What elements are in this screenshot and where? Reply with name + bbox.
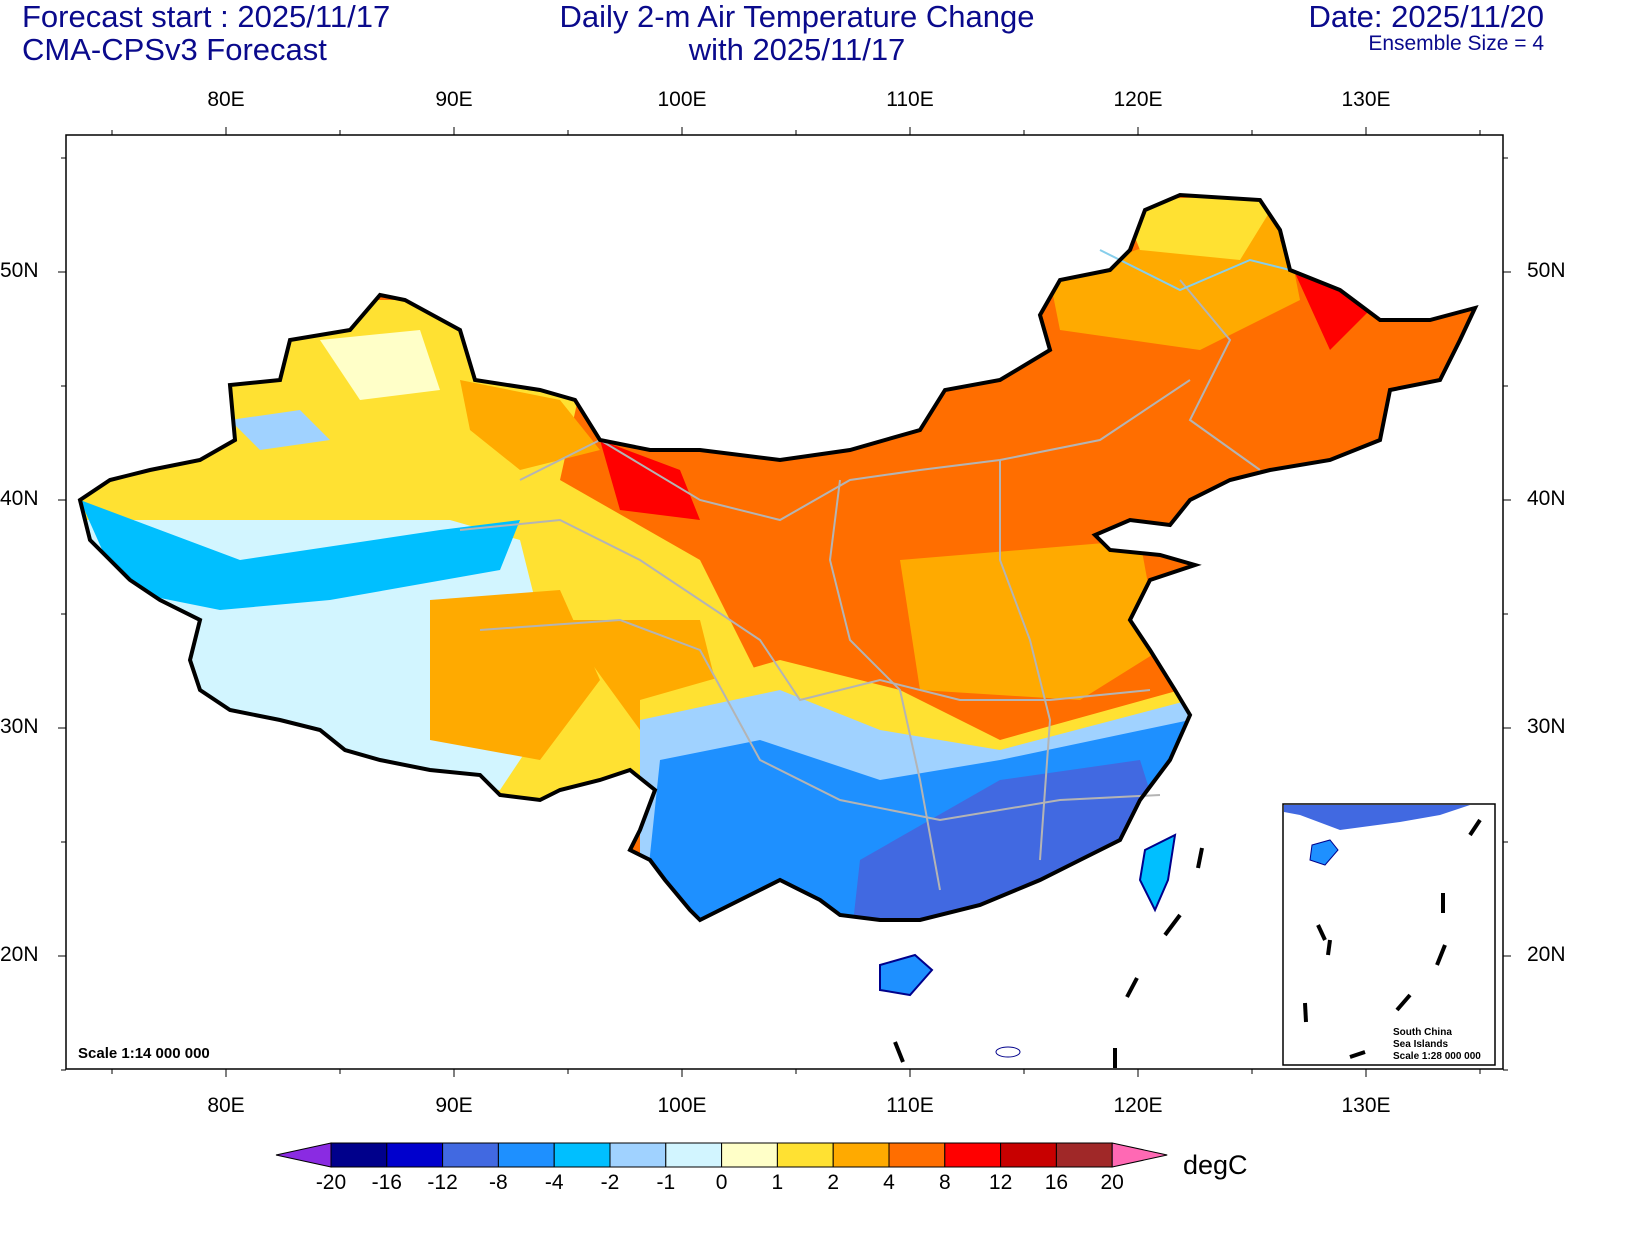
field-tarim-blue [80,500,520,610]
inset-frame [1282,803,1496,1066]
colorbar-low-triangle [275,1142,332,1168]
field-hotspot [600,440,700,520]
inset-label-2: Sea Islands [1393,1039,1448,1050]
province-border [519,379,1191,522]
field-north-blue [230,410,330,450]
hainan-island [879,953,934,997]
colorbar-label: -8 [489,1171,508,1194]
lon-label-bottom: 110E [886,1094,934,1117]
field-northeast-yellow [1120,195,1280,260]
province-border [479,618,1161,822]
colorbar-label: 8 [938,1171,951,1194]
field-gansu-orange [460,380,600,470]
colorbar-box [1000,1142,1057,1168]
colorbar-unit: degC [1183,1150,1248,1180]
lon-label-bottom: 130E [1341,1094,1391,1117]
colorbar-label: 2 [827,1171,840,1194]
colorbar-box [888,1142,946,1168]
colorbar-label: 16 [1044,1171,1069,1194]
date-label: Date: 2025/11/20 [1308,0,1544,34]
colorbar-label: 0 [715,1171,728,1194]
inset-label-1: South China [1393,1027,1452,1038]
inset-map: South China Sea Islands Scale 1:28 000 0… [1282,803,1496,1066]
lat-label-right: 30N [1527,715,1566,738]
axis-ticks [58,127,1511,1077]
field-tibet-orange [430,590,600,760]
lat-label-left: 20N [0,943,39,966]
colorbar-label: 1 [771,1171,784,1194]
inset-hainan [1309,839,1339,866]
colorbar-high-triangle [1111,1142,1168,1168]
province-borders [459,249,1291,891]
colorbar-box [330,1142,388,1168]
colorbar-label: 20 [1100,1171,1124,1194]
lon-label-top: 100E [657,88,707,111]
colorbar-box [776,1142,834,1168]
colorbar-box [665,1142,723,1168]
river-border [1099,249,1291,292]
colorbar-label: -16 [371,1171,402,1194]
colorbar-label: 12 [988,1171,1013,1194]
lon-label-top: 80E [207,88,245,111]
taiwan-island [1138,833,1177,913]
province-border [999,460,1052,861]
colorbar-label: -12 [427,1171,458,1194]
nine-dash-line [893,847,1204,1068]
lon-label-bottom: 80E [207,1094,245,1117]
field-dzungaria-pale [320,330,440,400]
lon-label-top: 110E [886,88,934,111]
lon-label-top: 130E [1341,88,1391,111]
lat-label-left: 50N [0,259,39,282]
colorbar-box [386,1142,444,1168]
colorbar-label: -20 [315,1171,347,1194]
colorbar-box [497,1142,555,1168]
colorbar-box [832,1142,890,1168]
forecast-start-label: Forecast start : 2025/11/17 [22,0,391,34]
colorbar-label: -2 [600,1171,620,1194]
inset-label-3: Scale 1:28 000 000 [1393,1051,1481,1062]
province-border [459,518,1151,702]
colorbar-label: -1 [656,1171,676,1194]
inset-coast [1284,805,1470,830]
lat-label-left: 40N [0,487,39,510]
scale-label: Scale 1:14 000 000 [78,1045,210,1062]
lon-label-bottom: 100E [657,1094,707,1117]
island-shoal [995,1046,1021,1058]
province-border [828,479,941,891]
colorbar-box [442,1142,499,1168]
title-line2: with 2025/11/17 [688,32,906,67]
province-border [1179,279,1261,471]
lon-label-bottom: 120E [1113,1094,1163,1117]
colorbar-box [721,1142,778,1168]
model-label: CMA-CPSv3 Forecast [22,32,327,67]
lat-label-right: 50N [1527,259,1566,282]
colorbar-box [944,1142,1002,1168]
lat-label-right: 20N [1527,943,1566,966]
colorbar-box [1055,1142,1113,1168]
colorbar [275,1142,1168,1168]
field-central-orange [900,540,1160,700]
colorbar-label: 4 [883,1171,895,1194]
lon-label-top: 120E [1113,88,1163,111]
lat-label-left: 30N [0,715,39,738]
colorbar-box [553,1142,611,1168]
colorbar-label: -4 [544,1171,564,1194]
colorbar-box [609,1142,667,1168]
lon-label-bottom: 90E [435,1094,473,1117]
islands [879,833,1177,1058]
title-line1: Daily 2-m Air Temperature Change [559,0,1035,34]
ensemble-size-label: Ensemble Size = 4 [1368,32,1544,55]
lon-label-top: 90E [435,88,473,111]
lat-label-right: 40N [1527,487,1566,510]
